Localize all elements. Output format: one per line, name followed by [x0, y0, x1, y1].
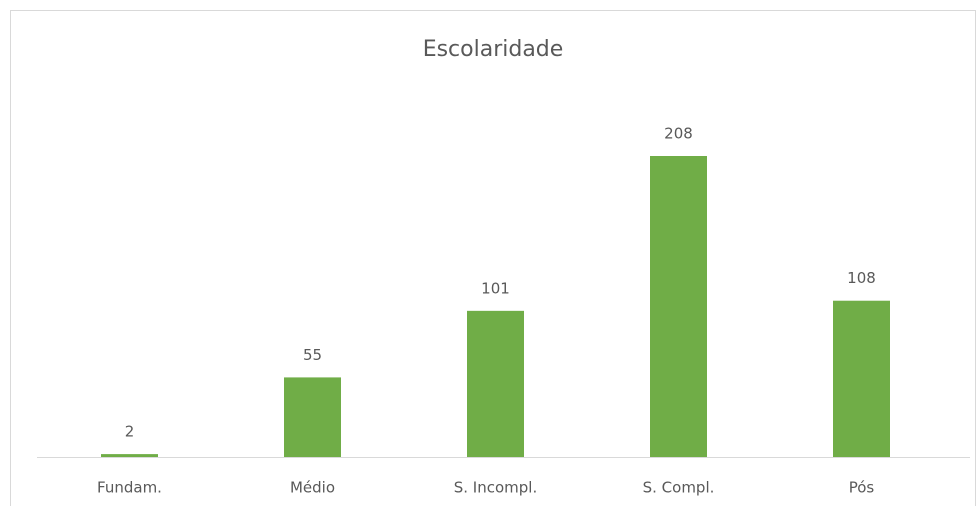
data-label: 55 — [303, 346, 322, 364]
bar — [833, 300, 890, 457]
data-label: 108 — [847, 269, 876, 287]
data-label: 101 — [481, 279, 510, 297]
x-tick-label: S. Compl. — [643, 479, 715, 497]
x-tick-label: Fundam. — [97, 479, 162, 497]
data-label: 208 — [664, 125, 693, 143]
bar — [467, 310, 524, 457]
x-tick-label: S. Incompl. — [454, 479, 537, 497]
bar — [101, 454, 158, 457]
x-tick-label: Pós — [849, 479, 875, 497]
chart-title: Escolaridade — [423, 37, 564, 62]
x-tick-label: Médio — [290, 479, 335, 497]
data-label: 2 — [125, 423, 135, 441]
bar — [284, 377, 341, 457]
bar — [650, 156, 707, 457]
